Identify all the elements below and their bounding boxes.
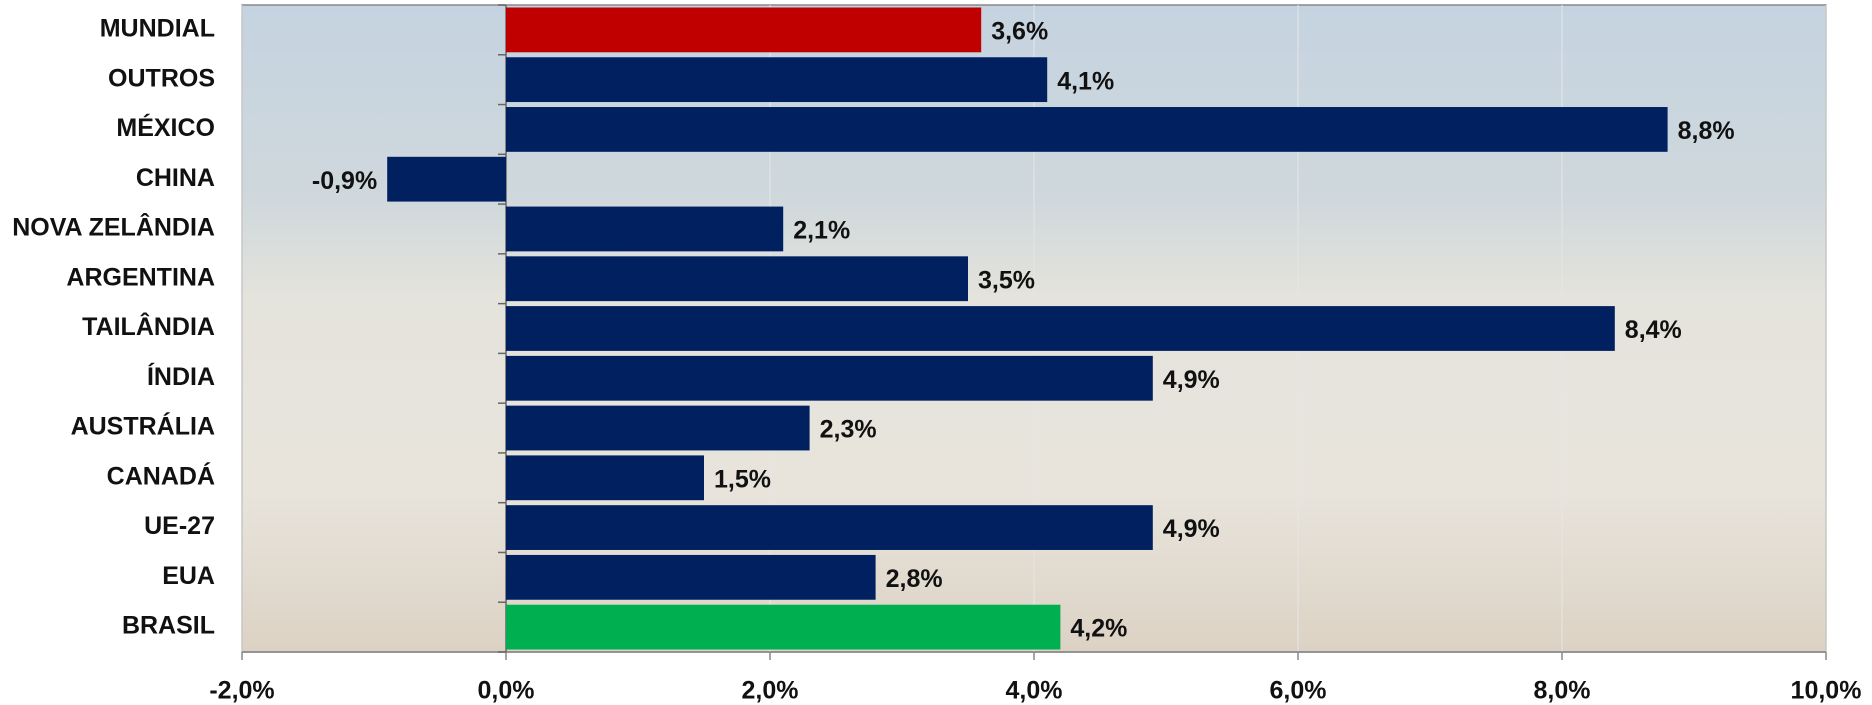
value-label: 1,5% (714, 465, 771, 493)
y-tick-label: ÍNDIA (147, 362, 215, 391)
y-tick-label: EUA (162, 562, 215, 590)
y-tick-label: CHINA (136, 164, 215, 192)
value-label: 4,1% (1057, 67, 1114, 95)
y-tick-label: NOVA ZELÂNDIA (12, 212, 215, 242)
y-tick-label: TAILÂNDIA (82, 311, 215, 341)
x-tick-label: 0,0% (478, 677, 535, 705)
y-tick-label: OUTROS (108, 64, 215, 92)
value-label: 4,2% (1070, 615, 1127, 643)
y-tick-label: ARGENTINA (66, 263, 215, 291)
bar (506, 107, 1668, 152)
value-label: 8,8% (1678, 117, 1735, 145)
value-label: 3,5% (978, 266, 1035, 294)
value-label: 4,9% (1163, 366, 1220, 394)
y-tick-label: UE-27 (144, 512, 215, 540)
x-tick-label: 6,0% (1270, 677, 1327, 705)
bar (506, 7, 982, 53)
value-label: -0,9% (312, 167, 377, 195)
value-label: 8,4% (1625, 316, 1682, 344)
bar (506, 455, 704, 501)
bar (506, 405, 810, 451)
y-tick-label: MÉXICO (116, 113, 215, 142)
bar (506, 355, 1153, 401)
y-tick-label: BRASIL (122, 612, 215, 640)
value-label: 2,3% (820, 416, 877, 444)
bar (506, 554, 876, 600)
y-tick-label: CANADÁ (107, 461, 215, 490)
value-label: 3,6% (991, 17, 1048, 45)
bar (506, 505, 1153, 550)
value-label: 2,8% (886, 565, 943, 593)
bar (387, 156, 506, 202)
value-label: 2,1% (793, 217, 850, 245)
y-tick-label: MUNDIAL (100, 14, 215, 42)
x-tick-label: 2,0% (742, 677, 799, 705)
x-tick-label: -2,0% (209, 677, 274, 705)
bar (506, 57, 1048, 103)
x-tick-label: 10,0% (1791, 677, 1862, 705)
bar (506, 604, 1061, 650)
x-tick-label: 8,0% (1534, 677, 1591, 705)
x-tick-label: 4,0% (1006, 677, 1063, 705)
bar (506, 206, 784, 252)
value-label: 4,9% (1163, 515, 1220, 543)
y-tick-label: AUSTRÁLIA (71, 412, 215, 441)
bar (506, 306, 1615, 351)
bar (506, 256, 968, 302)
